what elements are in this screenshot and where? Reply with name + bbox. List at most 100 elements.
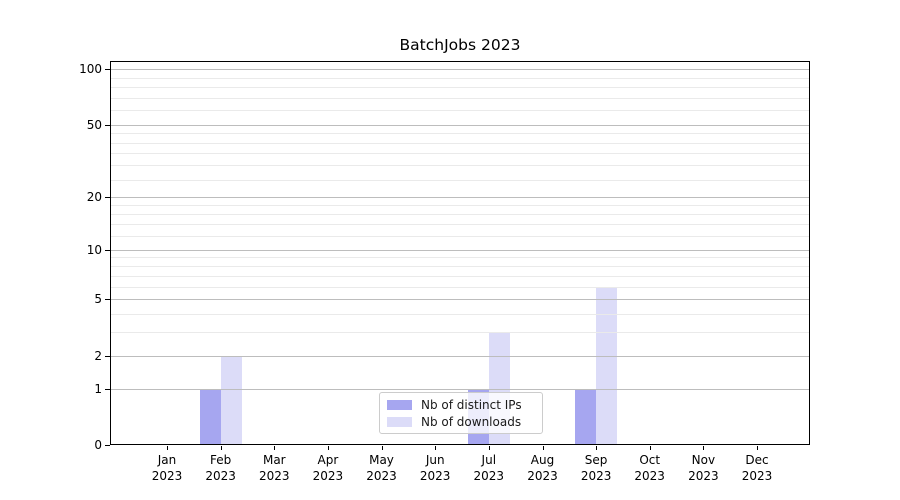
plot-area <box>110 61 810 445</box>
major-gridline-100 <box>111 69 809 70</box>
legend-item-downloads: Nb of downloads <box>387 415 535 429</box>
x-tick-label: Nov 2023 <box>671 452 735 484</box>
minor-gridline <box>111 77 809 79</box>
x-tick-month: Aug <box>530 453 555 467</box>
chart-title: BatchJobs 2023 <box>399 36 521 54</box>
y-tick-mark <box>105 69 110 70</box>
minor-gridline <box>111 97 809 99</box>
x-tick-label: Jan 2023 <box>135 452 199 484</box>
major-gridline-1 <box>111 388 809 390</box>
x-tick-label: May 2023 <box>350 452 414 484</box>
minor-gridline <box>111 142 809 144</box>
minor-gridline <box>111 214 809 216</box>
minor-gridline <box>111 313 809 315</box>
x-tick-month: Sep <box>584 453 608 467</box>
minor-gridline <box>111 205 809 207</box>
x-tick-month: Jan <box>157 453 177 467</box>
minor-gridline <box>111 87 809 88</box>
minor-gridline <box>111 266 809 267</box>
x-tick-label: Sep 2023 <box>564 452 628 484</box>
minor-gridline <box>111 286 809 288</box>
bar-distinct-ips-feb <box>199 388 221 445</box>
bar-downloads-feb <box>220 355 242 445</box>
bar-distinct-ips-sep <box>575 388 597 445</box>
minor-gridline <box>111 332 809 334</box>
y-tick-label: 2 <box>94 348 102 363</box>
y-tick-label: 50 <box>86 117 102 132</box>
x-tick-month: Jul <box>481 453 497 467</box>
minor-gridline <box>111 110 809 112</box>
x-tick-mark <box>327 446 329 450</box>
legend-label-downloads: Nb of downloads <box>421 414 522 429</box>
bar-downloads-sep <box>596 286 618 445</box>
y-tick-label: 5 <box>94 292 102 306</box>
legend-item-distinct-ips: Nb of distinct IPs <box>387 398 535 412</box>
y-tick-mark <box>105 249 110 251</box>
x-tick-label: Jun 2023 <box>403 452 467 484</box>
x-tick-label: Jul 2023 <box>457 452 521 484</box>
x-tick-month: Mar <box>262 453 286 467</box>
major-gridline-50 <box>111 124 809 126</box>
x-tick-year: 2023 <box>366 469 397 483</box>
x-tick-label: Mar 2023 <box>242 452 306 484</box>
x-tick-label: Oct 2023 <box>618 452 682 484</box>
y-tick-label: 10 <box>86 242 102 257</box>
major-gridline-20 <box>111 197 809 198</box>
major-gridline-10 <box>111 249 809 251</box>
x-tick-mark <box>488 446 490 450</box>
x-tick-label: Feb 2023 <box>189 452 253 484</box>
y-tick-label: 0 <box>94 438 102 452</box>
x-tick-month: Apr <box>317 453 339 467</box>
x-tick-mark <box>381 446 383 450</box>
y-tick-label: 1 <box>94 381 102 396</box>
y-tick-mark <box>105 197 110 198</box>
x-tick-label: Dec 2023 <box>725 452 789 484</box>
major-gridline-2 <box>111 355 809 357</box>
legend-swatch-downloads <box>387 416 412 427</box>
minor-gridline <box>111 165 809 167</box>
x-tick-label: Aug 2023 <box>511 452 575 484</box>
x-tick-year: 2023 <box>473 469 505 483</box>
x-tick-month: May <box>369 453 394 467</box>
x-tick-year: 2023 <box>259 469 290 483</box>
legend-swatch-distinct-ips <box>387 399 412 410</box>
x-tick-year: 2023 <box>312 469 344 483</box>
legend-label-distinct-ips: Nb of distinct IPs <box>421 397 522 412</box>
x-tick-year: 2023 <box>419 469 451 483</box>
y-tick-mark <box>105 299 110 300</box>
y-tick-mark <box>105 124 110 126</box>
x-tick-year: 2023 <box>741 469 773 483</box>
x-tick-year: 2023 <box>151 469 183 483</box>
minor-gridline <box>111 133 809 135</box>
x-tick-mark <box>435 446 437 450</box>
x-tick-mark <box>274 446 276 450</box>
minor-gridline <box>111 236 809 237</box>
x-tick-month: Nov <box>691 453 716 467</box>
x-tick-month: Dec <box>745 453 769 467</box>
y-tick-label: 20 <box>86 190 102 204</box>
x-tick-mark <box>703 446 705 450</box>
x-tick-month: Jun <box>425 453 445 467</box>
x-tick-year: 2023 <box>205 469 236 483</box>
minor-gridline <box>111 224 809 226</box>
x-tick-mark <box>649 446 651 450</box>
x-tick-year: 2023 <box>527 469 558 483</box>
x-tick-mark <box>596 446 598 450</box>
x-tick-mark <box>757 446 758 450</box>
minor-gridline <box>111 153 809 154</box>
x-tick-mark <box>167 446 168 450</box>
x-tick-month: Feb <box>209 453 232 467</box>
legend: Nb of distinct IPs Nb of downloads <box>379 392 543 434</box>
x-tick-mark <box>220 446 222 450</box>
y-tick-mark <box>105 388 110 390</box>
minor-gridline <box>111 257 809 259</box>
x-tick-month: Oct <box>639 453 661 467</box>
x-tick-label: Apr 2023 <box>296 452 360 484</box>
x-tick-year: 2023 <box>688 469 719 483</box>
y-tick-mark <box>105 355 110 357</box>
x-tick-mark <box>542 446 544 450</box>
minor-gridline <box>111 179 809 181</box>
